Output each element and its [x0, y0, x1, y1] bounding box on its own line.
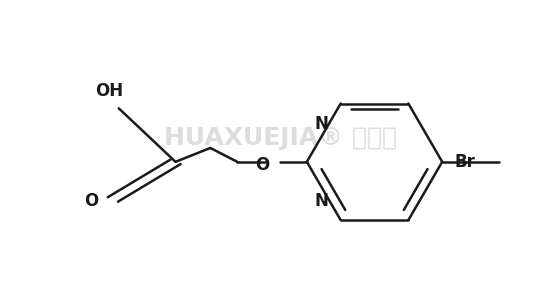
Text: O: O [84, 192, 98, 211]
Text: HUAXUEJIA® 化学加: HUAXUEJIA® 化学加 [164, 126, 396, 150]
Text: O: O [255, 156, 269, 174]
Text: N: N [315, 115, 329, 133]
Text: N: N [315, 192, 329, 211]
Text: Br: Br [454, 153, 475, 171]
Text: OH: OH [95, 82, 123, 101]
